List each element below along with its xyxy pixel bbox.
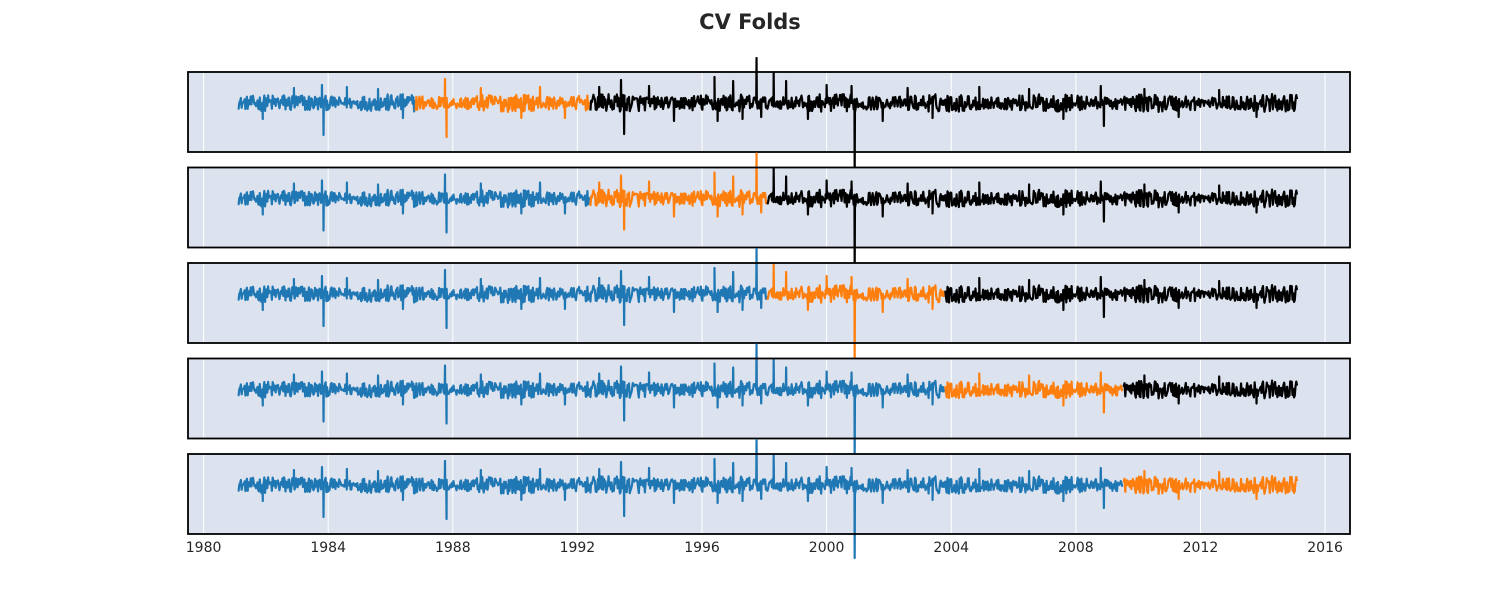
series-train-fold-4 (237, 343, 945, 464)
panel-frame (187, 71, 1351, 153)
panel-background (188, 72, 1350, 152)
panel-background (188, 454, 1350, 534)
series-train-fold-2 (237, 173, 591, 234)
x-tick-label: 2008 (1058, 540, 1094, 556)
panel-background (188, 358, 1350, 439)
panel-frame (187, 357, 1351, 440)
fold-panel-2 (187, 152, 1351, 273)
panel-frame (187, 453, 1351, 535)
panel-background (188, 167, 1350, 248)
x-tick-label: 1980 (186, 540, 222, 556)
series-test-fold-3 (766, 262, 945, 369)
series-unused-fold-1 (589, 56, 1299, 178)
fold-panel-3 (187, 247, 1351, 369)
series-train-fold-3 (237, 247, 769, 330)
x-tick-label: 1992 (560, 540, 596, 556)
x-tick-label: 1984 (310, 540, 346, 556)
series-unused-fold-2 (766, 167, 1299, 273)
series-test-fold-1 (414, 77, 591, 139)
series-test-fold-5 (1122, 469, 1299, 501)
series-test-fold-2 (589, 152, 769, 231)
fold-panels (187, 56, 1351, 560)
x-tick-label: 1996 (684, 540, 720, 556)
panel-frame (187, 262, 1351, 344)
series-train-fold-5 (237, 438, 1124, 560)
x-tick-label: 2012 (1183, 540, 1219, 556)
fold-panel-4 (187, 343, 1351, 464)
fold-panel-1 (187, 56, 1351, 178)
fold-panel-5 (187, 438, 1351, 560)
panel-frame (187, 166, 1351, 249)
series-unused-fold-4 (1122, 374, 1299, 405)
series-train-fold-1 (237, 83, 416, 137)
x-tick-label: 2000 (809, 540, 845, 556)
x-axis-ticks: 1980 1984 1988 1992 1996 2000 2004 2008 2012 2016 (186, 540, 1343, 556)
series-unused-fold-3 (944, 275, 1299, 319)
chart-title: CV Folds (699, 10, 801, 34)
x-tick-label: 2004 (933, 540, 969, 556)
x-tick-label: 2016 (1307, 540, 1343, 556)
series-test-fold-4 (944, 371, 1124, 414)
x-tick-label: 1988 (435, 540, 471, 556)
panel-background (188, 263, 1350, 343)
